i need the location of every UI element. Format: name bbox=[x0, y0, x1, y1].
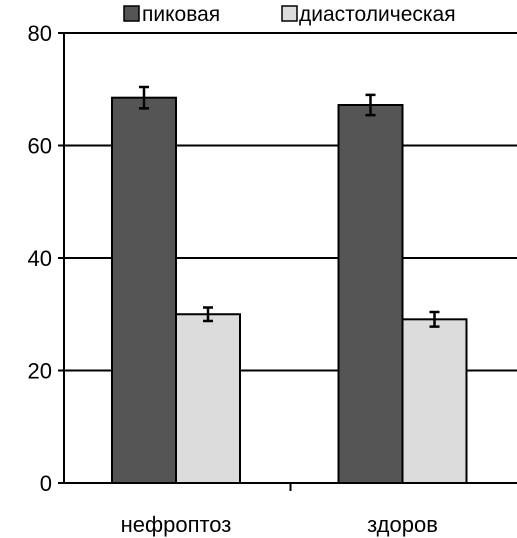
y-tick-label: 0 bbox=[40, 471, 52, 496]
x-axis-ticks: нефроптоз здоров bbox=[121, 483, 438, 537]
y-tick-label: 80 bbox=[28, 21, 52, 46]
error-bar-diastolic-1 bbox=[203, 306, 213, 323]
legend: пиковая диастолическая bbox=[123, 3, 456, 26]
bar-peak-1 bbox=[111, 96, 177, 484]
error-bar-diastolic-2 bbox=[429, 310, 440, 328]
x-tick-label: здоров bbox=[367, 512, 438, 537]
bar-peak-2 bbox=[337, 104, 404, 484]
bar-diastolic-2 bbox=[401, 318, 468, 484]
legend-swatch-diastolic bbox=[281, 5, 298, 22]
legend-swatch-peak bbox=[123, 5, 140, 22]
error-bar-peak-1 bbox=[139, 85, 149, 110]
y-tick-label: 40 bbox=[28, 246, 52, 271]
error-bars bbox=[139, 85, 440, 328]
y-tick-label: 20 bbox=[28, 359, 52, 384]
legend-label-peak: пиковая bbox=[142, 3, 220, 26]
y-tick-label: 60 bbox=[28, 134, 52, 159]
y-axis-ticks: 0 20 40 60 80 bbox=[28, 21, 64, 496]
bar-diastolic-1 bbox=[175, 313, 241, 484]
legend-label-diastolic: диастолическая bbox=[299, 3, 456, 26]
error-bar-peak-2 bbox=[365, 93, 376, 117]
x-tick-label: нефроптоз bbox=[121, 512, 232, 537]
bars bbox=[111, 96, 468, 484]
